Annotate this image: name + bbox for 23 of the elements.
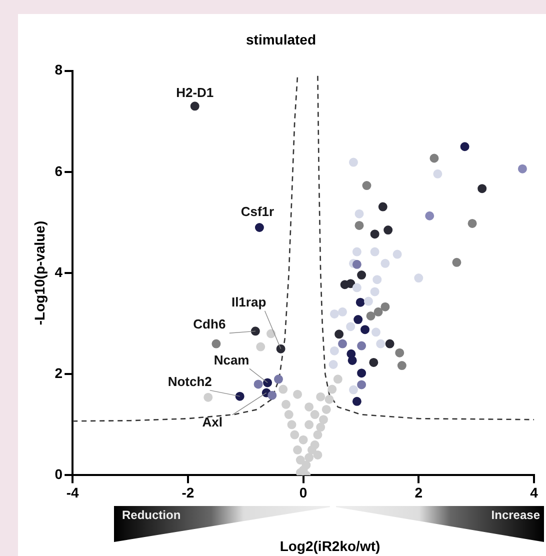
y-tick-label: 6 [54,162,63,179]
x-tick-label: -2 [182,484,194,500]
x-tick-label: 2 [414,484,423,500]
x-tick-label: 0 [299,484,308,500]
x-tick-label: 4 [530,484,538,500]
annotation: H2-D1 [176,84,214,100]
text: Increase [491,508,540,522]
annotation: Axl [202,414,222,430]
chart-title: stimulated [246,31,316,48]
text: Reduction [122,508,181,522]
annotation: Cdh6 [193,316,226,332]
annotation: Il1rap [231,294,266,310]
annotation: Notch2 [168,374,212,389]
annotation: Ncam [214,352,250,368]
y-tick-label: 0 [54,466,63,482]
y-tick-label: 4 [54,264,63,280]
annotation: Csf1r [240,204,274,220]
y-tick-label: 2 [54,364,63,381]
line-series [317,75,534,420]
y-axis-title: -Log10(p-value) [31,220,48,326]
x-tick-label: -4 [66,484,80,500]
x-axis-title: Log2(iR2ko/wt) [278,538,382,554]
y-tick-label: 8 [54,62,63,78]
